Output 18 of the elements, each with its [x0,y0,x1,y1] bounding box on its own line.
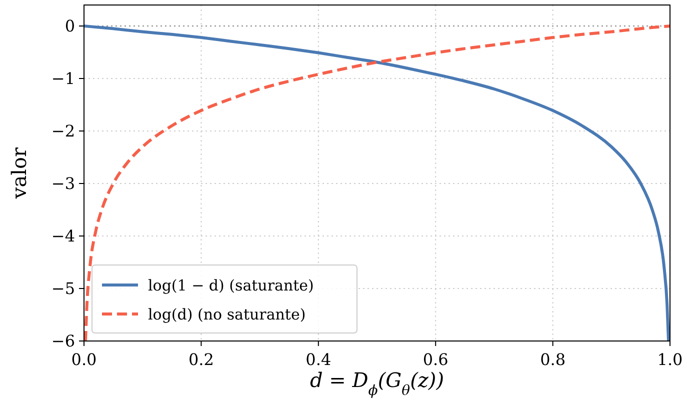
y-tick-label: −6 [51,332,75,351]
line-series [82,24,670,342]
legend-label: log(1 − d) (saturante) [148,276,314,294]
x-tick-label: 0.2 [188,350,214,369]
y-axis-title: valor [7,146,31,200]
y-tick-label: −1 [51,69,75,88]
x-tick-label: 0.8 [540,350,566,369]
y-tick-label: 0 [64,16,75,36]
x-axis-title: d = D$_{ϕ}$(G$_{θ}$(z)) [310,368,444,399]
legend-label: log(d) (no saturante) [148,305,306,324]
x-tick-label: 1.0 [657,350,683,369]
y-tick-label: −5 [51,279,75,298]
x-tick-label: 0.6 [422,350,448,369]
y-tick-label: −2 [51,122,75,141]
x-tick-label: 0.4 [306,350,332,369]
y-tick-label: −3 [51,174,75,194]
x-tick-label: 0.0 [71,350,97,369]
y-tick-label: −4 [51,226,75,246]
